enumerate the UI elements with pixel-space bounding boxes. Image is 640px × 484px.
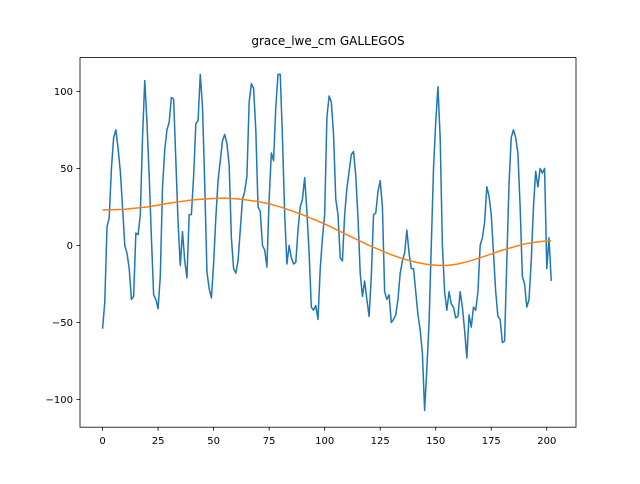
- y-tick-label: −50: [52, 318, 73, 329]
- data-line: [102, 197, 552, 267]
- x-tick-label: 100: [315, 436, 334, 447]
- y-tick-label: 100: [54, 87, 73, 98]
- x-tick-label: 150: [426, 436, 445, 447]
- y-tick-label: 0: [67, 241, 73, 252]
- plot-frame: [79, 57, 577, 428]
- x-tick-label: 175: [482, 436, 501, 447]
- x-tick-label: 200: [537, 436, 556, 447]
- y-tick-label: −100: [46, 395, 73, 406]
- x-tick-label: 25: [152, 436, 165, 447]
- y-tick-label: 50: [60, 164, 73, 175]
- x-tick-label: 75: [263, 436, 276, 447]
- x-tick-label: 50: [207, 436, 220, 447]
- chart-title: grace_lwe_cm GALLEGOS: [251, 34, 404, 48]
- x-tick-label: 125: [371, 436, 390, 447]
- x-tick-label: 0: [99, 436, 105, 447]
